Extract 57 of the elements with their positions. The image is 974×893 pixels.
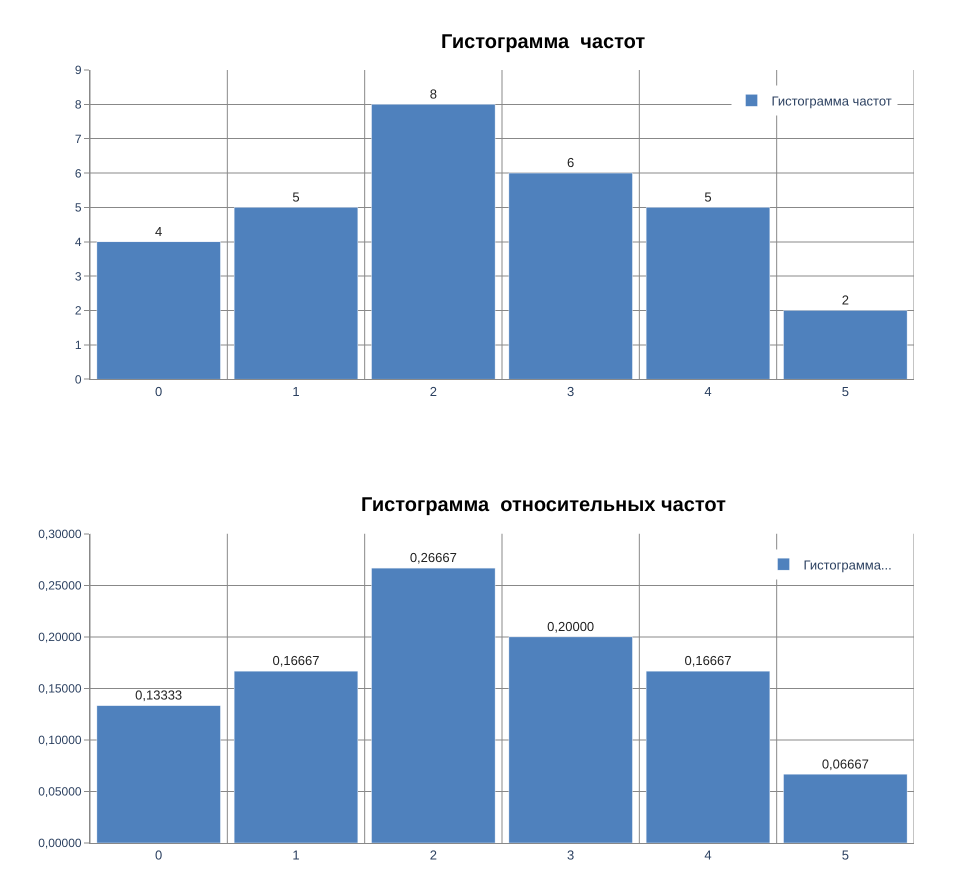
y-tick-label: 2 (74, 304, 82, 318)
x-tick-label: 3 (567, 848, 574, 863)
x-tick-label: 1 (292, 384, 300, 399)
data-label: 5 (292, 189, 300, 204)
bar (783, 310, 908, 380)
x-tick-label: 3 (567, 384, 574, 399)
bar (783, 774, 908, 843)
y-tick-label: 0,05000 (38, 784, 82, 799)
y-tick-label: 0 (74, 372, 82, 386)
x-tick-label: 4 (704, 848, 712, 863)
bar (646, 670, 770, 843)
x-tick-label: 4 (704, 384, 712, 399)
y-tick-label: 0,15000 (38, 682, 82, 696)
x-tick-label: 1 (292, 848, 300, 863)
y-tick-label: 7 (74, 132, 82, 146)
data-label: 0,26667 (410, 550, 457, 566)
y-tick-label: 6 (74, 166, 82, 180)
y-tick-label: 5 (74, 200, 82, 215)
legend-label: Гистограмма... (804, 557, 892, 572)
data-label: 2 (842, 292, 849, 308)
bar (371, 104, 496, 380)
chart-title: Гистограмма относительных частот (361, 494, 726, 516)
data-label: 6 (567, 155, 574, 170)
chart-title: Гистограмма частот (441, 31, 646, 53)
bar (96, 705, 221, 843)
data-label: 4 (155, 224, 162, 239)
x-tick-label: 0 (155, 384, 162, 399)
y-tick-label: 3 (74, 269, 82, 284)
bar (234, 670, 358, 843)
bar (234, 207, 358, 380)
x-tick-label: 5 (842, 384, 849, 399)
bar (96, 242, 221, 380)
data-label: 5 (704, 189, 712, 204)
data-label: 8 (430, 86, 437, 102)
x-tick-label: 5 (842, 848, 849, 863)
y-tick-label: 1 (74, 338, 82, 352)
bar (508, 636, 633, 843)
x-tick-label: 2 (430, 384, 437, 399)
y-tick-label: 0,20000 (38, 630, 82, 644)
data-label: 0,13333 (135, 688, 182, 703)
data-label: 0,16667 (684, 653, 732, 668)
x-tick-label: 2 (430, 848, 437, 863)
y-tick-label: 4 (74, 234, 82, 249)
bar (371, 568, 496, 843)
y-tick-label: 0,30000 (38, 527, 82, 541)
x-tick-label: 0 (155, 848, 162, 863)
legend-label: Гистограмма частот (772, 93, 892, 108)
y-tick-label: 9 (74, 63, 82, 78)
bar (508, 172, 633, 380)
y-tick-label: 0,00000 (38, 836, 82, 850)
y-tick-label: 0,10000 (38, 733, 82, 748)
y-tick-label: 8 (74, 98, 82, 112)
data-label: 0,16667 (272, 653, 320, 668)
bar (646, 207, 770, 380)
y-tick-label: 0,25000 (38, 578, 82, 593)
data-label: 0,20000 (547, 618, 594, 634)
data-label: 0,06667 (822, 756, 869, 772)
